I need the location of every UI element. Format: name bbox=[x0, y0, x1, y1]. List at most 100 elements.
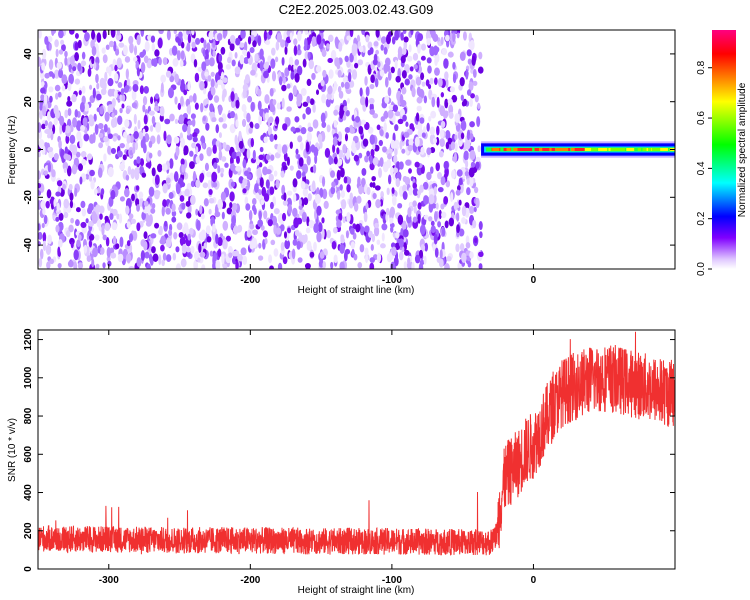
heatmap-cell bbox=[64, 56, 68, 66]
heatmap-cell bbox=[400, 55, 406, 64]
heatmap-cell bbox=[142, 104, 146, 113]
heatmap-cell bbox=[349, 30, 354, 38]
heatmap-cell bbox=[63, 153, 69, 160]
heatmap-cell bbox=[330, 261, 334, 269]
heatmap-cell bbox=[315, 89, 320, 95]
heatmap-cell bbox=[320, 112, 326, 124]
heatmap-cell bbox=[439, 105, 446, 117]
heatmap-cell bbox=[155, 190, 161, 196]
heatmap-cell bbox=[299, 142, 304, 151]
heatmap-cell bbox=[93, 113, 97, 122]
snr-frame bbox=[37, 329, 676, 570]
heatmap-cell bbox=[235, 37, 241, 46]
heatmap-cell bbox=[265, 39, 271, 45]
heatmap-cell bbox=[440, 36, 444, 45]
heatmap-cell bbox=[448, 111, 454, 119]
heatmap-cell bbox=[389, 209, 394, 221]
colorbar-ticks: 0.0 0.2 0.4 0.6 0.8 bbox=[696, 60, 712, 276]
heatmap-cell bbox=[338, 158, 343, 166]
heatmap-cell bbox=[429, 126, 436, 136]
heatmap-cell bbox=[98, 142, 104, 149]
heatmap-cell bbox=[306, 78, 312, 87]
heatmap-cell bbox=[58, 68, 64, 79]
heatmap-cell bbox=[165, 70, 172, 78]
heatmap-cell bbox=[430, 225, 436, 233]
heatmap-cell bbox=[446, 256, 452, 262]
heatmap-cell bbox=[460, 94, 464, 101]
heatmap-cell bbox=[47, 162, 51, 173]
heatmap-cell bbox=[67, 260, 74, 268]
heatmap-cell bbox=[141, 172, 147, 178]
heatmap-cell bbox=[160, 235, 166, 245]
heatmap-cell bbox=[468, 167, 475, 178]
heatmap-cell bbox=[420, 72, 425, 81]
heatmap-cell bbox=[48, 42, 52, 51]
heatmap-cell bbox=[333, 109, 339, 116]
heatmap-cell bbox=[268, 254, 273, 264]
heatmap-cell bbox=[469, 133, 474, 140]
heatmap-cell bbox=[150, 233, 157, 239]
heatmap-cell bbox=[475, 156, 481, 162]
colorbar-label: Normalized spectral amplitude bbox=[737, 82, 748, 217]
heatmap-cell bbox=[290, 126, 296, 132]
heatmap-cell bbox=[186, 105, 191, 114]
heatmap-cell bbox=[46, 111, 52, 122]
heatmap-cell bbox=[206, 146, 212, 157]
heatmap-cell bbox=[144, 212, 150, 223]
heatmap-cell bbox=[39, 248, 44, 260]
heatmap-cell bbox=[201, 61, 207, 72]
heatmap-cell bbox=[110, 189, 116, 200]
heatmap-cell bbox=[76, 130, 82, 141]
heatmap-cell bbox=[319, 187, 324, 198]
heatmap-cell bbox=[231, 215, 237, 226]
heatmap-cell bbox=[102, 262, 106, 269]
heatmap-cell bbox=[177, 102, 182, 111]
heatmap-cell bbox=[398, 161, 404, 170]
heatmap-cell bbox=[354, 115, 361, 123]
heatmap-cell bbox=[305, 141, 310, 153]
heatmap-cell bbox=[78, 90, 82, 96]
heatmap-cell bbox=[369, 134, 375, 145]
heatmap-cell bbox=[150, 96, 154, 104]
heatmap-cell bbox=[134, 167, 140, 176]
heatmap-cell bbox=[47, 146, 54, 153]
heatmap-cell bbox=[152, 253, 159, 262]
heatmap-cell bbox=[269, 133, 275, 142]
heatmap-cell bbox=[383, 46, 388, 55]
heatmap-cell bbox=[322, 261, 327, 269]
heatmap-cell bbox=[78, 163, 83, 172]
heatmap-cell bbox=[353, 253, 358, 261]
heatmap-cell bbox=[273, 208, 280, 215]
heatmap-cell bbox=[325, 98, 331, 108]
heatmap-cell bbox=[369, 182, 374, 188]
heatmap-cell bbox=[206, 236, 212, 243]
heatmap-cell bbox=[61, 74, 68, 85]
heatmap-cell bbox=[387, 153, 392, 160]
heatmap-cell bbox=[312, 119, 319, 129]
heatmap-cell bbox=[420, 146, 425, 156]
heatmap-cell bbox=[69, 200, 74, 209]
heatmap-cell bbox=[263, 30, 268, 41]
heatmap-cell bbox=[91, 57, 95, 65]
heatmap-cell bbox=[128, 213, 134, 220]
heatmap-cell bbox=[383, 122, 387, 133]
heatmap-cell bbox=[81, 208, 87, 217]
heatmap-cell bbox=[461, 217, 466, 224]
heatmap-cell bbox=[229, 110, 236, 119]
heatmap-cell bbox=[221, 253, 225, 265]
heatmap-cell bbox=[294, 73, 300, 83]
heatmap-cell bbox=[461, 252, 467, 264]
heatmap-cell bbox=[136, 67, 140, 77]
heatmap-cell bbox=[107, 260, 112, 267]
heatmap-cell bbox=[191, 118, 196, 127]
heatmap-cell bbox=[411, 261, 415, 269]
heatmap-cell bbox=[304, 233, 308, 243]
heatmap-cell bbox=[140, 250, 146, 261]
heatmap-cell bbox=[418, 249, 424, 259]
heatmap-cell bbox=[110, 147, 117, 155]
heatmap-cell bbox=[186, 42, 191, 52]
heatmap-cell bbox=[109, 213, 114, 220]
heatmap-cell bbox=[455, 243, 460, 253]
heatmap-cell bbox=[281, 97, 285, 109]
heatmap-cell bbox=[103, 153, 107, 162]
